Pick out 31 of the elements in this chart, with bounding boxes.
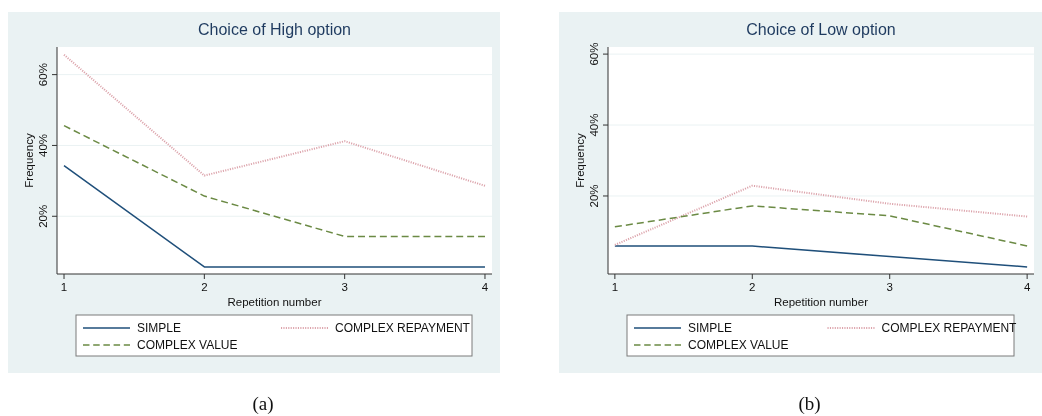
chart-title: Choice of High option: [198, 21, 351, 38]
text: (b): [798, 392, 821, 415]
y-tick-label: 40%: [37, 133, 50, 157]
legend-label: SIMPLE: [137, 321, 182, 336]
y-tick-label: 20%: [37, 204, 50, 228]
x-axis-title: Repetition number: [227, 296, 322, 309]
text: (a): [252, 392, 274, 415]
line-series: [614, 205, 1028, 247]
x-tick-label: 2: [749, 281, 756, 294]
x-tick-label: 1: [611, 281, 619, 294]
legend-label: COMPLEX VALUE: [137, 338, 238, 353]
x-tick-label: 4: [481, 281, 489, 294]
x-tick-label: 4: [1023, 281, 1031, 294]
legend-label: COMPLEX REPAYMENT: [881, 321, 1018, 336]
x-tick-label: 1: [60, 281, 68, 294]
y-tick-label: 60%: [37, 63, 50, 87]
x-axis-title: Repetition number: [774, 296, 869, 309]
line-series: [613, 184, 1029, 246]
y-axis-title: Frequency: [23, 133, 36, 188]
line-series: [63, 53, 486, 187]
legend-label: COMPLEX REPAYMENT: [335, 321, 471, 336]
legend-label: COMPLEX VALUE: [688, 338, 789, 353]
x-tick-label: 2: [201, 281, 208, 294]
y-tick-label: 40%: [588, 113, 601, 137]
chart-title: Choice of Low option: [746, 21, 896, 38]
legend-label: SIMPLE: [688, 321, 733, 336]
y-tick-label: 60%: [588, 42, 601, 66]
x-tick-label: 3: [341, 281, 348, 294]
y-axis-title: Frequency: [574, 133, 587, 188]
y-tick-label: 20%: [588, 184, 601, 208]
x-tick-label: 3: [886, 281, 893, 294]
